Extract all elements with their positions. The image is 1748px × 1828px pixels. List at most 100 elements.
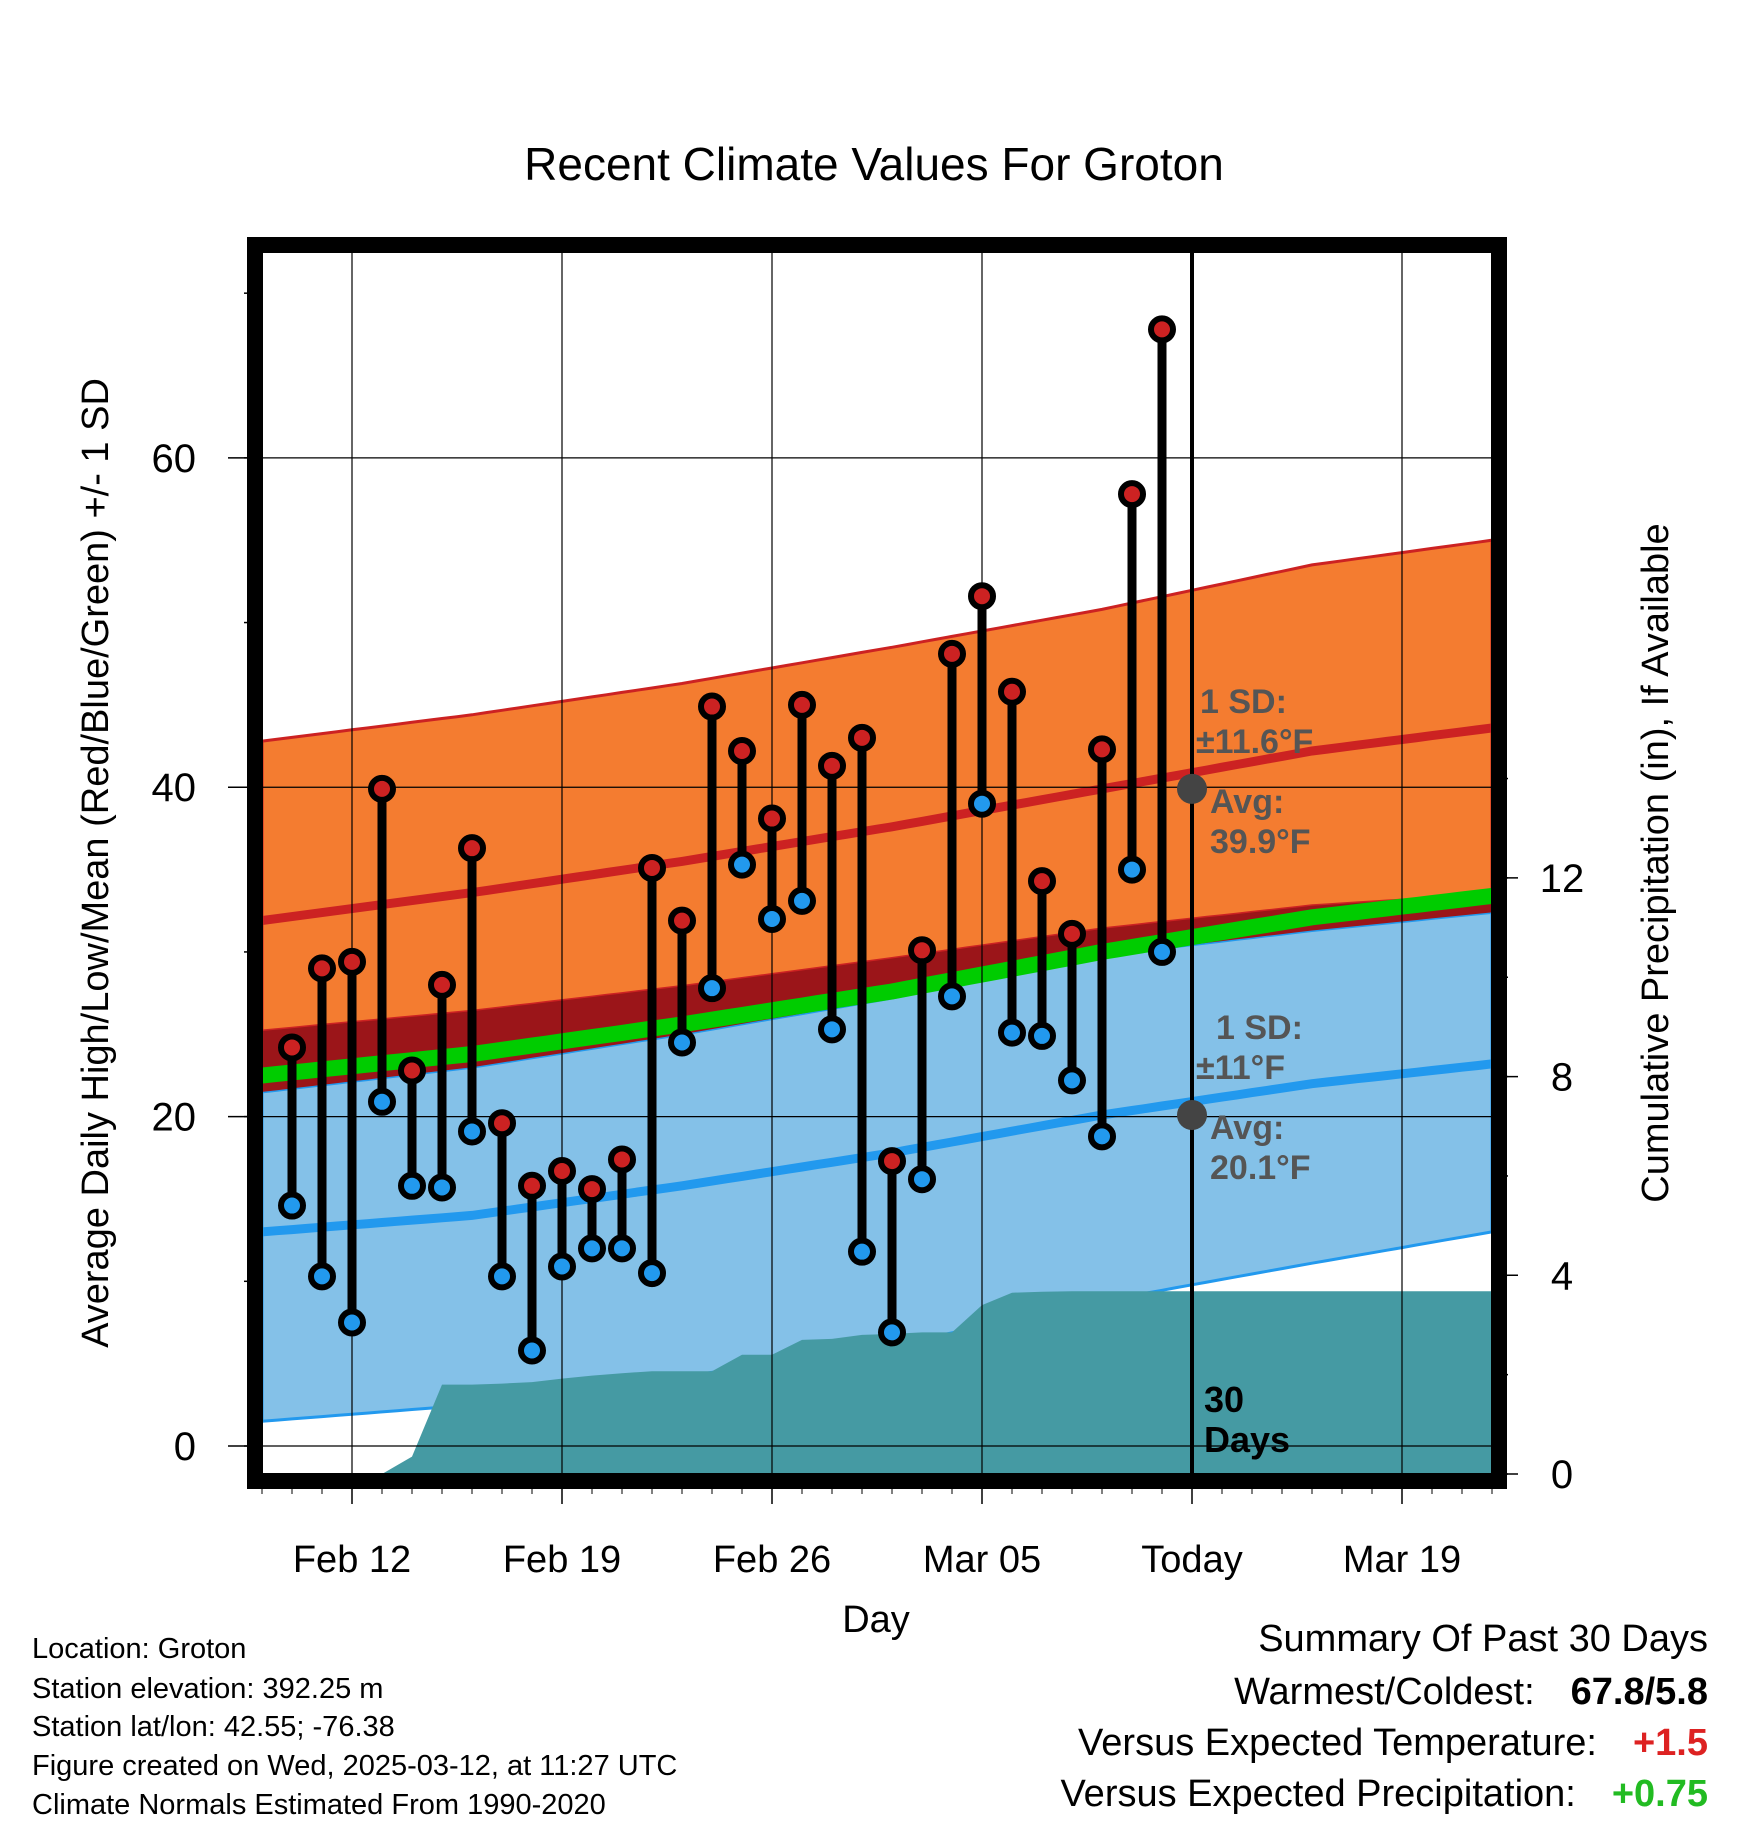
y-axis-left-label: Average Daily High/Low/Mean (Red/Blue/Gr… [75,378,117,1348]
high-point [488,1109,516,1138]
high-point [998,677,1026,706]
y-right-tick-label: 4 [1551,1254,1573,1298]
low-annotation-text: Avg: [1210,1109,1284,1147]
station-location: Location: Groton [32,1633,247,1665]
x-tick-label: Feb 19 [503,1539,621,1581]
high-annotation-text: 39.9°F [1210,823,1311,861]
figure-created: Figure created on Wed, 2025-03-12, at 11… [32,1750,678,1782]
low-point [1028,1021,1056,1050]
high-point [668,906,696,935]
warmest-coldest-value: 67.8/5.8 [1570,1671,1708,1713]
summary-temperature: Versus Expected Temperature: +1.5 [1078,1722,1708,1765]
x-tick-label: Today [1141,1539,1242,1581]
low-point [998,1018,1026,1047]
low-point [398,1171,426,1200]
y-left-tick-label: 60 [152,437,197,481]
station-elevation: Station elevation: 392.25 m [32,1673,384,1705]
x-tick-label: Feb 26 [713,1539,831,1581]
low-point [368,1087,396,1116]
summary-title: Summary Of Past 30 Days [1258,1618,1708,1660]
low-point [878,1318,906,1347]
low-point [488,1262,516,1291]
low-point [518,1336,546,1365]
high-point [758,804,786,833]
high-sd-band [262,538,1492,1033]
avg-low-line [262,1059,1492,1237]
low-point [1088,1122,1116,1151]
low-avg-marker [1177,1099,1207,1130]
high-point [1118,480,1146,509]
low-point [428,1173,456,1202]
avg-mean-line [262,887,1492,1084]
summary-warmest-coldest: Warmest/Coldest: 67.8/5.8 [1234,1671,1708,1714]
low-annotation-text: ±11°F [1196,1049,1285,1087]
high-point [728,737,756,766]
high-point [278,1033,306,1062]
low-point [788,886,816,915]
high-avg-marker [1177,773,1207,804]
warmest-coldest-label: Warmest/Coldest: [1234,1671,1535,1713]
low-point [308,1262,336,1291]
y-right-tick-label: 0 [1551,1453,1573,1497]
today-days-label: 30 [1204,1379,1244,1420]
high-point [458,834,486,863]
station-latlon: Station lat/lon: 42.55; -76.38 [32,1711,395,1743]
high-point [1148,315,1176,344]
low-annotation-text: 1 SD: [1216,1009,1303,1047]
avg-high-line [262,723,1492,926]
high-point [308,954,336,983]
chart-title: Recent Climate Values For Groton [524,138,1224,190]
low-point [968,789,996,818]
low-point [278,1191,306,1220]
low-point [608,1234,636,1263]
high-point [638,853,666,882]
low-point [698,974,726,1003]
low-point [578,1234,606,1263]
high-point [968,582,996,611]
low-point [548,1252,576,1281]
y-left-tick-label: 20 [152,1096,197,1140]
plot-frame [247,237,1507,1489]
high-annotation-text: ±11.6°F [1196,723,1313,761]
x-tick-label: Mar 19 [1343,1539,1461,1581]
x-tick-label: Feb 12 [293,1539,411,1581]
high-annotation-text: Avg: [1210,783,1284,821]
low-point [728,850,756,879]
precipitation-value: +0.75 [1611,1773,1708,1815]
high-annotation-text: 1 SD: [1200,683,1287,721]
low-point [938,982,966,1011]
high-point [1058,919,1086,948]
low-point [668,1028,696,1057]
high-point [608,1145,636,1174]
summary-precipitation: Versus Expected Precipitation: +0.75 [1060,1773,1708,1816]
low-point [818,1015,846,1044]
low-point [1148,937,1176,966]
low-point [458,1117,486,1146]
precipitation-label: Versus Expected Precipitation: [1060,1773,1576,1815]
low-point [848,1237,876,1266]
high-point [518,1171,546,1200]
high-point [908,936,936,965]
y-right-tick-label: 12 [1540,857,1585,901]
high-point [818,751,846,780]
high-point [698,692,726,721]
high-point [1028,867,1056,896]
today-days-label: Days [1204,1419,1290,1460]
low-point [758,904,786,933]
y-left-tick-label: 40 [152,766,197,810]
cumulative-precip-area [322,1291,1492,1474]
high-point [368,774,396,803]
y-right-tick-label: 8 [1551,1056,1573,1100]
high-point [338,947,366,976]
climate-normals-note: Climate Normals Estimated From 1990-2020 [32,1789,606,1821]
low-point [338,1308,366,1337]
high-point [878,1147,906,1176]
y-axis-right-label: Cumulative Precipitation (in), If Availa… [1635,523,1677,1202]
low-point [908,1165,936,1194]
high-point [848,723,876,752]
low-annotation-text: 20.1°F [1210,1149,1311,1187]
low-point [638,1259,666,1288]
temperature-value: +1.5 [1632,1722,1708,1764]
y-left-tick-label: 0 [174,1425,196,1469]
